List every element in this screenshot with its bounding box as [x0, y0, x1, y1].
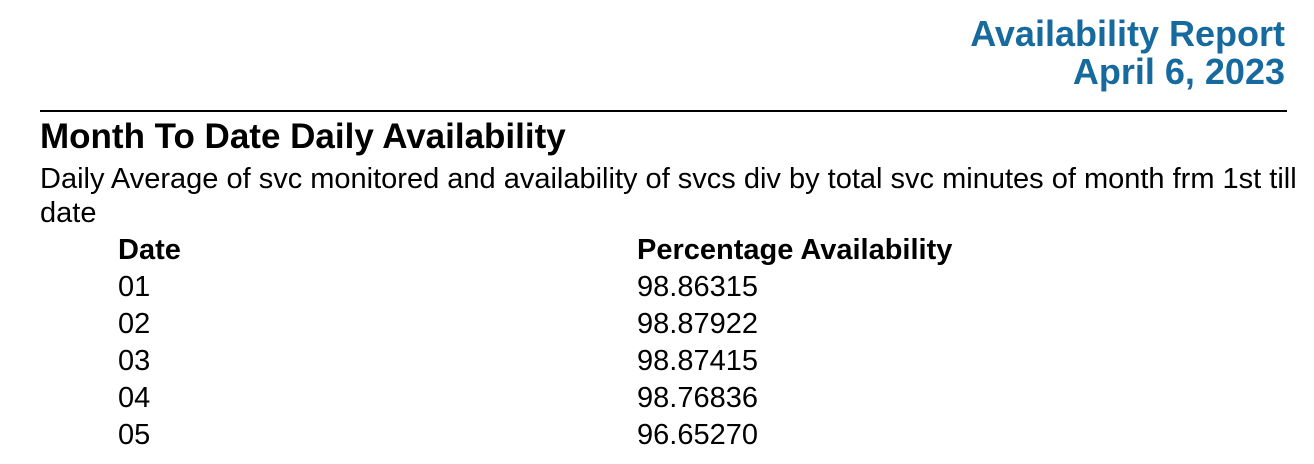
table-header-percentage-availability: Percentage Availability — [637, 234, 953, 266]
table-row: 01 98.86315 — [118, 269, 1314, 306]
report-date: April 6, 2023 — [1072, 51, 1285, 92]
table-row: 05 96.65270 — [118, 417, 1314, 454]
availability-cell: 98.86315 — [637, 271, 758, 303]
date-cell: 01 — [118, 271, 151, 303]
date-cell: 05 — [118, 419, 151, 451]
section-subtitle: Daily Average of svc monitored and avail… — [40, 163, 1297, 229]
table-header-row: Date Percentage Availability — [118, 232, 1314, 269]
availability-table: Date Percentage Availability 01 98.86315… — [118, 232, 1314, 454]
table-row: 02 98.87922 — [118, 306, 1314, 343]
report-header: Availability Report April 6, 2023 — [0, 0, 1314, 91]
divider — [40, 110, 1287, 112]
date-cell: 02 — [118, 308, 151, 340]
availability-cell: 98.87922 — [637, 308, 758, 340]
table-row: 04 98.76836 — [118, 380, 1314, 417]
table-row: 03 98.87415 — [118, 343, 1314, 380]
section-title: Month To Date Daily Availability — [40, 117, 566, 156]
availability-cell: 98.76836 — [637, 382, 758, 414]
date-cell: 04 — [118, 382, 151, 414]
table-header-date: Date — [118, 234, 181, 266]
date-cell: 03 — [118, 345, 151, 377]
availability-cell: 96.65270 — [637, 419, 758, 451]
availability-cell: 98.87415 — [637, 345, 758, 377]
report-title: Availability Report — [970, 13, 1285, 54]
